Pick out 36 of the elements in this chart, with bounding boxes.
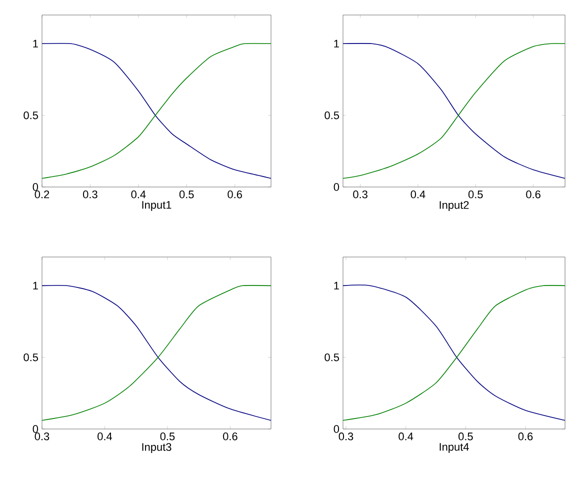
line-series	[42, 284, 272, 421]
y-tick-label: 0	[334, 183, 340, 191]
x-tick-label: 0.4	[131, 190, 146, 198]
y-tick-label: 1	[334, 282, 339, 290]
line-series	[42, 42, 272, 179]
y-tick-label: 0.5	[324, 111, 340, 120]
x-tick-label: 0.5	[179, 190, 194, 198]
x-tick-label: 0.6	[223, 432, 238, 440]
y-tick-label: 0	[32, 425, 38, 433]
y-tick-label: 0	[32, 183, 38, 191]
y-tick-label: 1	[33, 40, 38, 48]
y-tick-label: 1	[334, 40, 339, 48]
x-tick-label: 0.5	[160, 432, 175, 440]
x-tick-label: 0.3	[338, 432, 354, 440]
x-tick-label: 0.4	[398, 432, 414, 440]
x-tick-label: 0.5	[468, 190, 483, 198]
x-tick-label: 0.2	[34, 190, 50, 198]
x-tick-label: 0.3	[34, 432, 50, 440]
x-tick-label: 0.6	[228, 190, 242, 198]
x-tick-label: 0.6	[518, 432, 533, 440]
x-tick-label: 0.3	[353, 190, 368, 198]
line-series	[343, 43, 566, 179]
x-axis-title: Input2	[440, 201, 469, 212]
y-tick-label: 0.5	[324, 353, 340, 362]
x-axis-title: Input3	[142, 443, 172, 454]
y-tick-label: 0	[334, 425, 340, 433]
x-tick-label: 0.4	[410, 190, 426, 198]
x-axis-title: Input4	[440, 443, 469, 453]
x-tick-label: 0.4	[98, 432, 112, 440]
x-tick-label: 0.5	[458, 432, 473, 440]
x-axis-title: Input1	[142, 201, 172, 211]
y-tick-label: 0.5	[24, 111, 38, 120]
y-tick-label: 0.5	[24, 353, 38, 362]
x-tick-label: 0.6	[526, 190, 540, 198]
y-tick-label: 1	[33, 282, 38, 290]
x-tick-label: 0.3	[83, 190, 98, 198]
